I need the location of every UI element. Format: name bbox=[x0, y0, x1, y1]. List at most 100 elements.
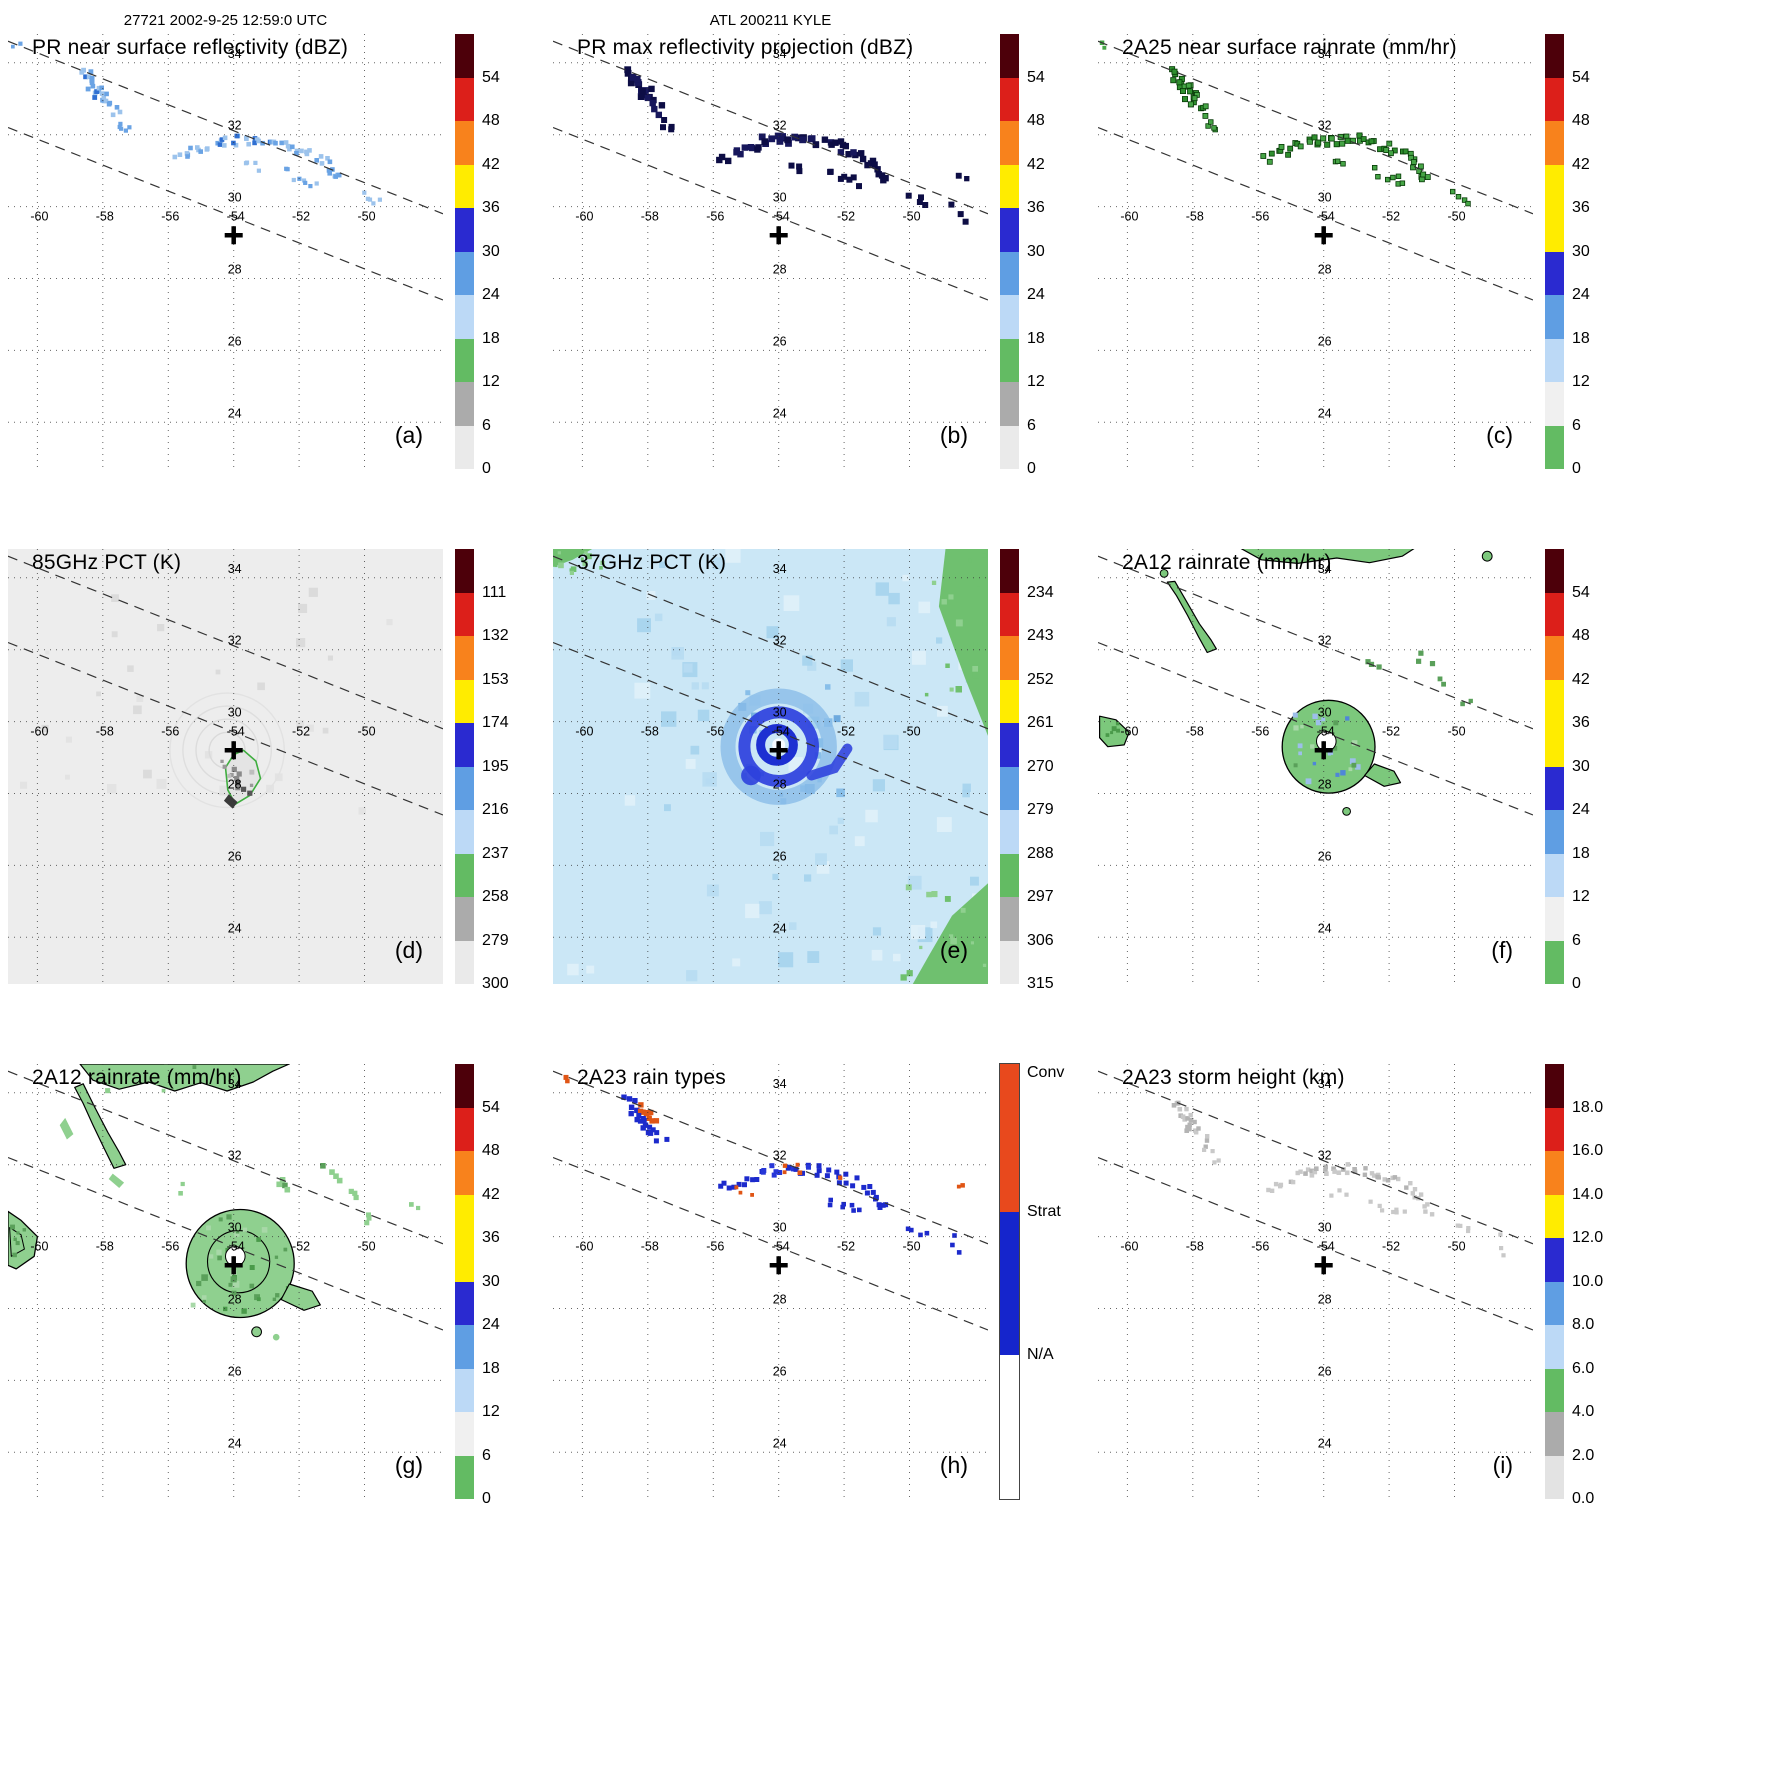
svg-text:-50: -50 bbox=[357, 210, 375, 224]
panel-g-header bbox=[8, 1042, 443, 1064]
svg-text:24: 24 bbox=[228, 921, 242, 935]
svg-text:26: 26 bbox=[228, 1364, 242, 1378]
panel-c-plot: -60 -58 -56 -54 -52 -50 34 32 30 28 26 24 2A25 near… bbox=[1098, 34, 1533, 469]
colorbar-segment bbox=[1545, 940, 1564, 984]
svg-text:34: 34 bbox=[1318, 47, 1332, 61]
svg-text:-54: -54 bbox=[772, 725, 790, 739]
svg-text:26: 26 bbox=[228, 334, 242, 348]
panel-c-header bbox=[1098, 12, 1533, 34]
storm-center-marker bbox=[769, 1256, 788, 1275]
svg-text:34: 34 bbox=[1318, 562, 1332, 576]
svg-text:-54: -54 bbox=[227, 725, 245, 739]
colorbar-segment bbox=[1000, 723, 1019, 767]
svg-text:-54: -54 bbox=[1317, 725, 1335, 739]
panel-e-map: -60 -58 -56 -54 -52 -50 34 32 30 28 26 24 bbox=[553, 549, 988, 984]
colorbar-tick-label: 315 bbox=[1027, 975, 1054, 992]
colorbar-tick-label: 24 bbox=[1572, 286, 1590, 303]
svg-text:32: 32 bbox=[1318, 119, 1332, 133]
svg-text:-60: -60 bbox=[1120, 1240, 1138, 1254]
colorbar-segment bbox=[455, 121, 474, 165]
colorbar-segment bbox=[455, 425, 474, 469]
panel-b-colorbar: 54 48 42 36 30 24 18 12 6 0 bbox=[1000, 34, 1075, 477]
panel-i: -60 -58 -56 -54 -52 -50 34 32 30 28 26 24 2A23 stor… bbox=[1098, 1042, 1625, 1507]
panel-e-letter: (e) bbox=[939, 937, 968, 963]
colorbar-segment bbox=[455, 897, 474, 941]
colorbar-tick-label: 54 bbox=[1027, 68, 1045, 86]
panel-e-header bbox=[553, 527, 988, 549]
panel-c-map: -60 -58 -56 -54 -52 -50 34 32 30 28 26 24 bbox=[1098, 34, 1533, 469]
colorbar-tick-label: 48 bbox=[482, 112, 500, 129]
panel-i-colorbar: 18.0 16.0 14.0 12.0 10.0 8.0 6.0 4.0 2.0 0.0 bbox=[1545, 1064, 1620, 1507]
colorbar-tick-label: 195 bbox=[482, 757, 509, 775]
colorbar-tick-label: 18 bbox=[1027, 329, 1045, 347]
colorbar-tick-label: 18 bbox=[1572, 844, 1590, 862]
swath-edge-lines bbox=[553, 1070, 988, 1331]
colorbar-tick-label: 10.0 bbox=[1572, 1272, 1604, 1290]
colorbar-segment bbox=[1545, 1368, 1564, 1412]
colorbar-tick-label: 0 bbox=[482, 460, 491, 477]
colorbar-bar bbox=[1545, 1064, 1564, 1499]
svg-text:28: 28 bbox=[1318, 1293, 1332, 1307]
swath-edge-lines bbox=[553, 555, 988, 816]
colorbar-tick-label: 2.0 bbox=[1572, 1446, 1595, 1464]
storm-center-marker bbox=[1314, 741, 1333, 760]
svg-text:-56: -56 bbox=[706, 725, 724, 739]
data-layer bbox=[1171, 1100, 1506, 1258]
svg-text:32: 32 bbox=[228, 1149, 242, 1163]
svg-text:26: 26 bbox=[1318, 334, 1332, 348]
svg-text:-50: -50 bbox=[357, 725, 375, 739]
colorbar-tick-label: 0 bbox=[1572, 975, 1581, 992]
colorbar-segment bbox=[1000, 636, 1019, 680]
panel-e-title: 37GHz PCT (K) bbox=[577, 551, 727, 574]
svg-text:-60: -60 bbox=[30, 1240, 48, 1254]
svg-text:30: 30 bbox=[228, 191, 242, 205]
colorbar-segment bbox=[455, 679, 474, 723]
panel-d-colorbar: 111 132 153 174 195 216 237 258 279 300 bbox=[455, 549, 530, 992]
svg-text:24: 24 bbox=[228, 406, 242, 420]
graticule bbox=[553, 1064, 988, 1499]
svg-text:-56: -56 bbox=[706, 210, 724, 224]
colorbar-segment bbox=[1545, 1238, 1564, 1282]
colorbar-tick-label: 243 bbox=[1027, 627, 1054, 644]
colorbar-segment bbox=[455, 382, 474, 426]
svg-text:-54: -54 bbox=[772, 1240, 790, 1254]
panel-a: 27721 2002-9-25 12:59:0 UTC -60 -58 -56 -54… bbox=[8, 12, 535, 477]
colorbar-tick-label: 54 bbox=[482, 1098, 500, 1116]
svg-text:26: 26 bbox=[1318, 1364, 1332, 1378]
storm-center-marker bbox=[224, 741, 243, 760]
panel-b-plot: -60 -58 -56 -54 -52 -50 34 32 30 28 26 24 PR max re… bbox=[553, 34, 988, 469]
svg-text:34: 34 bbox=[773, 47, 787, 61]
colorbar-segment bbox=[1545, 1194, 1564, 1238]
svg-text:34: 34 bbox=[773, 562, 787, 576]
graticule bbox=[553, 549, 988, 984]
svg-text:-56: -56 bbox=[161, 210, 179, 224]
storm-center-marker bbox=[769, 226, 788, 245]
colorbar-bar bbox=[1000, 549, 1019, 984]
colorbar-segment bbox=[1000, 897, 1019, 941]
colorbar-segment bbox=[1545, 1107, 1564, 1151]
panel-f-colorbar: 54 48 42 36 30 24 18 12 6 0 bbox=[1545, 549, 1620, 992]
svg-text:-60: -60 bbox=[30, 725, 48, 739]
colorbar-tick-label: 6 bbox=[1572, 416, 1581, 434]
colorbar-segment bbox=[1000, 425, 1019, 469]
colorbar-tick-label: 306 bbox=[1027, 931, 1054, 949]
colorbar-segment bbox=[1545, 897, 1564, 941]
svg-text:-52: -52 bbox=[837, 1240, 855, 1254]
colorbar-tick-label: 18 bbox=[482, 329, 500, 347]
svg-text:24: 24 bbox=[773, 1436, 787, 1450]
colorbar-segment bbox=[1545, 679, 1564, 723]
storm-center-marker bbox=[224, 226, 243, 245]
colorbar-segment bbox=[1000, 251, 1019, 295]
panel-c-colorbar: 54 48 42 36 30 24 18 12 6 0 bbox=[1545, 34, 1620, 477]
panel-h-map: -60 -58 -56 -54 -52 -50 34 32 30 28 26 24 bbox=[553, 1064, 988, 1499]
svg-text:30: 30 bbox=[228, 1221, 242, 1235]
colorbar-tick-label: 36 bbox=[1572, 714, 1590, 731]
data-layer bbox=[1099, 549, 1493, 816]
colorbar-segment bbox=[1545, 1412, 1564, 1456]
colorbar-tick-label: 12 bbox=[1572, 888, 1590, 905]
colorbar-segment bbox=[1545, 636, 1564, 680]
colorbar-segment bbox=[455, 1194, 474, 1238]
svg-text:30: 30 bbox=[773, 191, 787, 205]
svg-text:28: 28 bbox=[773, 778, 787, 792]
swath-edge-lines bbox=[1098, 1070, 1533, 1331]
